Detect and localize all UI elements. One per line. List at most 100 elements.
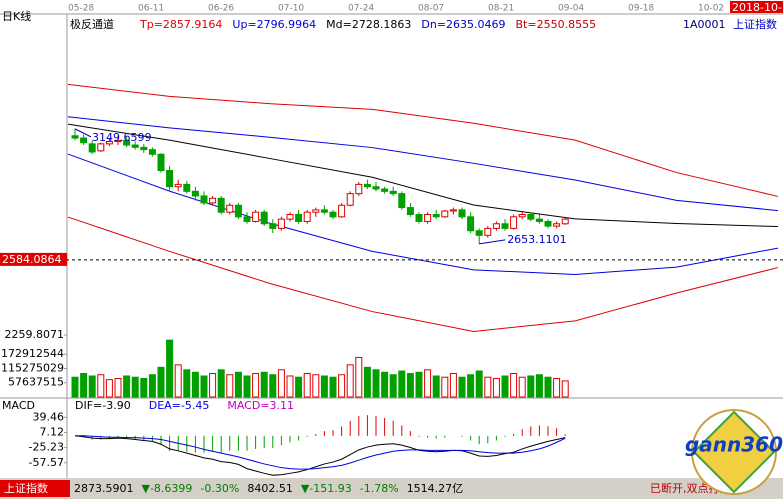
volume-bar [432,375,440,398]
candle-body [372,186,380,190]
volume-bar [260,371,268,398]
volume-bar [174,364,182,398]
volume-bar [114,377,122,398]
volume-bar [269,374,277,398]
volume-bar [363,366,371,398]
candle-body [209,197,217,204]
candle-body [80,137,88,144]
volume-bar [277,369,285,398]
volume-bar [97,374,105,398]
volume-bar [252,373,260,398]
x-tick-label: 08-07 [418,4,444,14]
x-tick-label: 07-24 [348,4,374,14]
candle-body [303,211,311,222]
volume-bar [501,375,509,398]
candle-body [243,216,251,222]
candle-body [131,144,139,148]
low-pointer [479,239,506,245]
candle-body [510,216,518,229]
stock-name: 上证指数 [733,17,777,31]
volume-bar [166,339,174,398]
volume-bar [553,377,561,398]
volume-bar [492,377,500,398]
macd-legend: DEA=-5.45 [149,399,210,412]
candle-body [484,227,492,236]
candle-body [389,190,397,195]
x-tick-label: 10-02 [698,4,724,14]
stock-code: 1A0001 [683,18,726,31]
candle-body [363,183,371,188]
volume-bar [329,376,337,398]
candle-body [226,204,234,213]
volume-bar [381,371,389,398]
volume-bar [191,371,199,398]
reference-label-box [0,252,67,266]
candle-body [406,207,414,216]
channel-value: Tp=2857.9164 [139,18,222,31]
candle-body [415,214,423,222]
candle-body [518,214,526,218]
volume-bar [88,375,96,398]
volume-bar [338,374,346,398]
high-label: 3149.6599 [92,131,152,144]
current-date-box [730,1,783,13]
volume-bar [234,371,242,398]
volume-bar [527,375,535,398]
macd-legend: MACD=3.11 [227,399,294,412]
high-pointer [74,128,92,138]
status-bar [0,478,783,499]
volume-bar [355,356,363,398]
candle-body [346,193,354,206]
candle-body [260,211,268,225]
status-item: 8402.51 [247,482,293,495]
macd-line [75,435,566,470]
candle-body [148,149,156,155]
candle-body [174,183,182,188]
candle-body [553,223,561,227]
status-item: -0.30% [200,482,239,495]
candle-body [88,143,96,153]
candle-body [432,214,440,218]
candle-body [277,218,285,229]
candle-body [544,220,552,227]
volume-bar [398,370,406,398]
y-tick-label: -57.57 [29,456,64,469]
candle-body [320,209,328,213]
y-tick-label: 172912544 [1,347,64,360]
candle-body [329,211,337,218]
candle-body [398,193,406,209]
volume-bar [406,373,414,398]
volume-bar [441,376,449,398]
channel-line [67,123,779,228]
channel-line [67,116,779,212]
x-tick-label: 06-11 [138,4,164,14]
y-tick-label: 39.46 [33,410,65,423]
volume-bar [140,377,148,398]
volume-bar [209,373,217,398]
volume-bar [295,376,303,398]
candle-body [183,183,191,192]
volume-bar [510,373,518,398]
x-tick-label: 09-18 [628,4,654,14]
volume-bar [80,373,88,398]
volume-bar [286,375,294,398]
volume-bar [183,369,191,398]
y-tick-label: 7.12 [40,425,65,438]
channel-value: Dn=2635.0469 [421,18,505,31]
volume-bar [346,364,354,398]
status-name-box [0,480,70,497]
status-item: 2873.5901 [74,482,134,495]
volume-bar [484,376,492,398]
candle-body [157,153,165,171]
low-label: 2653.1101 [507,233,567,246]
candle-body [355,183,363,195]
indicator-name: 极反通道 [70,17,114,31]
volume-bar [148,374,156,398]
candle-body [475,230,483,236]
candle-body [441,210,449,218]
macd-title: MACD [2,399,35,412]
current-date: 2018-10-19 [732,1,783,14]
reference-label: 2584.0864 [2,253,62,266]
